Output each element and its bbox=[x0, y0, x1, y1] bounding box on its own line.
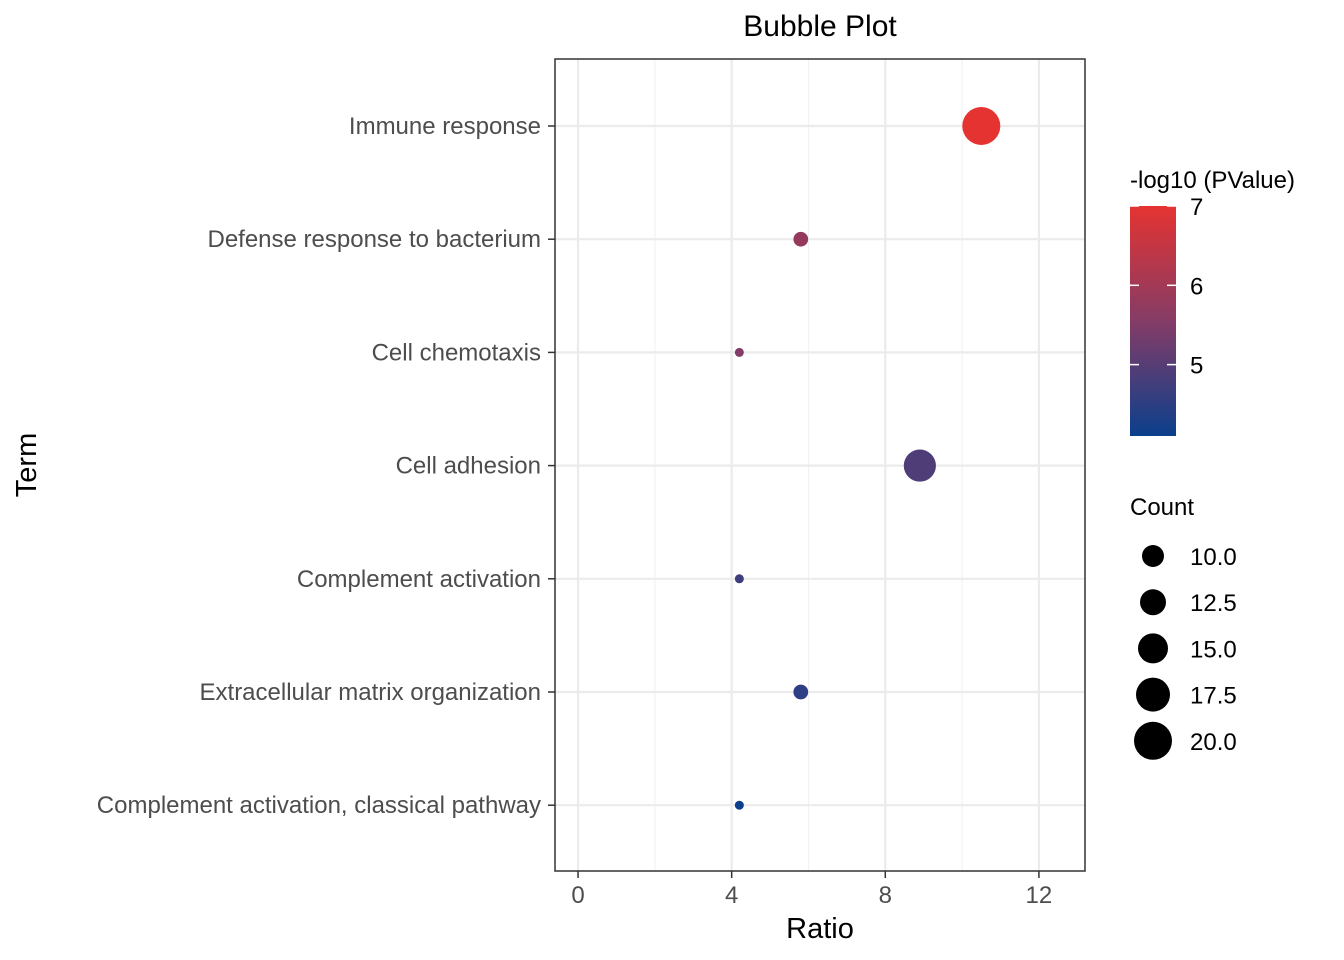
size-legend-label: 12.5 bbox=[1190, 590, 1237, 617]
color-bar-label: 6 bbox=[1190, 273, 1203, 300]
data-point bbox=[793, 684, 809, 700]
y-tick-label: Cell chemotaxis bbox=[372, 339, 541, 366]
size-legend-key bbox=[1134, 721, 1172, 760]
y-tick-label: Immune response bbox=[349, 113, 541, 140]
size-legend-title: Count bbox=[1130, 494, 1194, 521]
size-legend-label: 10.0 bbox=[1190, 544, 1237, 571]
color-legend-title: -log10 (PValue) bbox=[1130, 167, 1295, 194]
data-point bbox=[734, 800, 744, 810]
y-tick-label: Cell adhesion bbox=[396, 453, 541, 480]
size-legend-key bbox=[1142, 545, 1164, 567]
size-legend-key bbox=[1140, 589, 1166, 616]
data-point bbox=[734, 347, 744, 357]
y-tick-label: Complement activation, classical pathway bbox=[97, 792, 541, 819]
chart-title: Bubble Plot bbox=[743, 10, 897, 43]
size-legend: Count 10.0 12.5 15.0 17.5 20.0 bbox=[1130, 494, 1237, 760]
color-bar-label: 5 bbox=[1190, 353, 1203, 380]
x-axis-title: Ratio bbox=[786, 913, 854, 945]
x-tick-label: 8 bbox=[879, 882, 892, 909]
data-point bbox=[962, 107, 1001, 145]
size-legend-label: 17.5 bbox=[1190, 683, 1237, 710]
x-tick-label: 4 bbox=[725, 882, 738, 909]
size-legend-label: 20.0 bbox=[1190, 729, 1237, 756]
color-bar-label: 7 bbox=[1190, 194, 1203, 221]
plot-panel: Immune response Defense response to bacte… bbox=[97, 58, 1086, 909]
size-legend-key bbox=[1138, 633, 1168, 664]
data-point bbox=[903, 449, 936, 482]
y-tick-label: Complement activation bbox=[297, 566, 541, 593]
data-point bbox=[793, 231, 809, 247]
color-legend: -log10 (PValue) 5 6 7 bbox=[1130, 167, 1295, 436]
y-tick-label: Defense response to bacterium bbox=[207, 226, 541, 253]
y-tick-label: Extracellular matrix organization bbox=[200, 679, 541, 706]
y-axis-title: Term bbox=[11, 433, 43, 497]
x-tick-label: 12 bbox=[1026, 882, 1053, 909]
color-bar bbox=[1130, 206, 1176, 436]
data-point bbox=[734, 574, 744, 584]
size-legend-key bbox=[1136, 677, 1170, 712]
size-legend-label: 15.0 bbox=[1190, 636, 1237, 663]
x-tick-label: 0 bbox=[571, 882, 584, 909]
